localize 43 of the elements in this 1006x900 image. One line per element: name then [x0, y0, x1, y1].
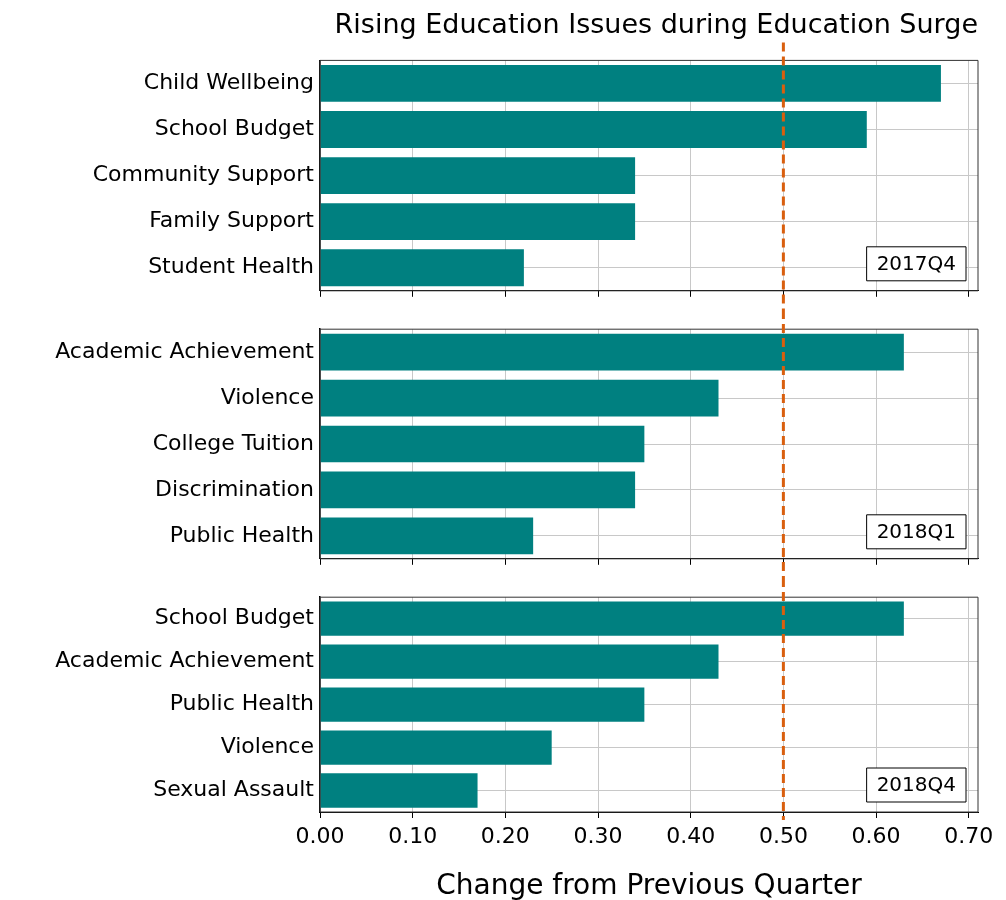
bar	[320, 379, 719, 417]
y-tick-label: College Tuition	[152, 429, 314, 455]
bar	[320, 687, 645, 722]
bar	[320, 203, 636, 241]
chart-title: Rising Education Issues during Education Surge	[334, 8, 978, 40]
y-tick-label: Public Health	[169, 521, 314, 547]
y-tick-label: Community Support	[92, 161, 315, 187]
x-tick-label: 0.40	[666, 822, 716, 848]
bar	[320, 517, 534, 555]
y-tick-label: Violence	[220, 733, 314, 759]
x-tick-label: 0.20	[480, 822, 530, 848]
y-tick-label: Discrimination	[155, 475, 314, 501]
bar	[320, 730, 552, 765]
x-tick-label: 0.60	[851, 822, 901, 848]
x-tick-label: 0.30	[573, 822, 623, 848]
y-tick-label: School Budget	[154, 604, 315, 630]
y-tick-label: Sexual Assault	[153, 776, 315, 802]
bar	[320, 333, 904, 371]
y-tick-label: Student Health	[148, 253, 314, 279]
y-tick-label: Academic Achievement	[55, 647, 315, 673]
y-tick-label: Child Wellbeing	[143, 69, 314, 95]
bar	[320, 65, 941, 102]
bar	[320, 249, 524, 287]
bar	[320, 773, 478, 808]
bar	[320, 601, 904, 636]
annotation: 2018Q1	[876, 519, 956, 543]
bar	[320, 471, 636, 509]
bar	[320, 644, 719, 679]
y-tick-label: Academic Achievement	[55, 337, 315, 363]
bar	[320, 157, 636, 195]
bar	[320, 425, 645, 463]
annotation: 2017Q4	[876, 251, 956, 275]
x-tick-label: 0.10	[388, 822, 438, 848]
x-tick-label: 0.50	[758, 822, 808, 848]
y-tick-label: School Budget	[154, 115, 315, 141]
annotation: 2018Q4	[876, 772, 956, 797]
y-tick-label: Public Health	[169, 690, 314, 716]
y-tick-label: Family Support	[149, 207, 315, 233]
bar	[320, 111, 867, 148]
x-axis-title: Change from Previous Quarter	[436, 868, 863, 900]
y-tick-label: Violence	[220, 383, 314, 409]
x-tick-label: 0.70	[944, 822, 994, 848]
x-tick-label: 0.00	[295, 822, 345, 848]
